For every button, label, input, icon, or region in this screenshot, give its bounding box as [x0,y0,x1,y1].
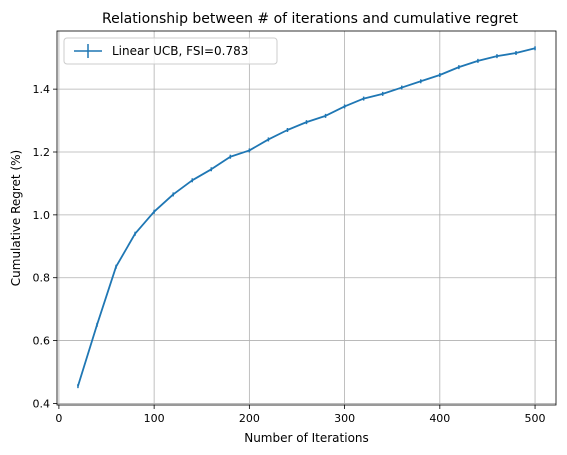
x-tick-label: 400 [429,412,450,425]
series-layer [77,46,536,389]
x-tick-label: 200 [239,412,260,425]
y-axis-label: Cumulative Regret (%) [9,150,23,286]
x-tick-label: 0 [55,412,62,425]
y-tick-label: 1.2 [33,146,51,159]
series-line [77,47,536,387]
x-tick-label: 500 [525,412,546,425]
chart-title: Relationship between # of iterations and… [102,11,518,27]
x-tick-label: 100 [144,412,165,425]
legend: Linear UCB, FSI=0.783 [63,37,278,65]
y-tick-label: 1.0 [33,209,51,222]
y-tick-label: 0.8 [33,272,51,285]
ticks: 0 100 200 300 400 500 0.4 0.6 0.8 1.0 1.2 1.4 [33,83,546,425]
y-tick-label: 1.4 [33,83,51,96]
grid [57,31,556,405]
y-tick-label: 0.6 [33,335,51,348]
legend-entry-label: Linear UCB, FSI=0.783 [112,44,248,58]
x-axis-label: Number of Iterations [244,431,369,445]
x-tick-label: 300 [334,412,355,425]
y-tick-label: 0.4 [33,397,51,410]
legend-box [63,37,278,65]
plot-frame [56,30,557,406]
